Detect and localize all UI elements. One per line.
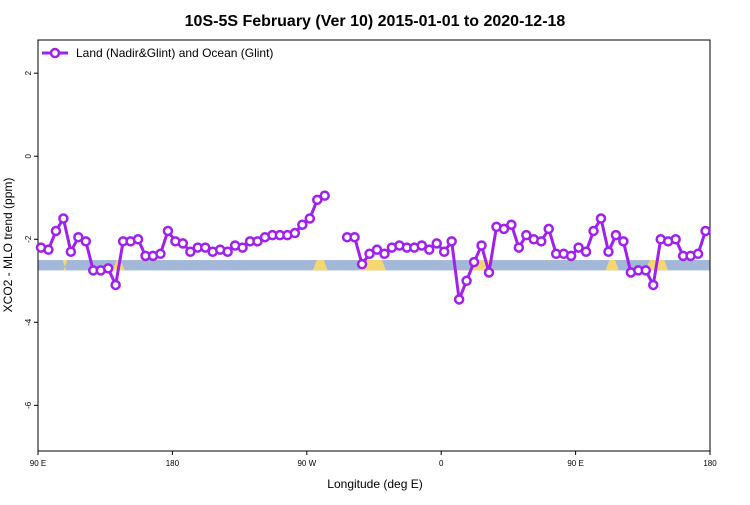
data-point	[610, 229, 622, 241]
x-tick-label: 0	[439, 459, 444, 468]
data-point	[177, 238, 189, 249]
data-point	[513, 242, 525, 253]
x-tick-label: 90 E	[30, 459, 46, 468]
data-point	[416, 240, 428, 251]
y-tick-label: -6	[24, 401, 33, 409]
data-point	[468, 256, 480, 268]
data-point	[453, 294, 465, 305]
data-point	[312, 194, 323, 206]
data-point	[506, 219, 517, 230]
plot-area: 2 0 -2 -4 -6 90 E 180 90 W 0 90 E 180 Land (Nadir&G…	[24, 39, 717, 468]
data-point	[297, 219, 308, 230]
data-point	[573, 242, 584, 253]
data-point	[110, 279, 121, 291]
y-axis-label: XCO2 - MLO trend (ppm)	[1, 178, 15, 313]
data-point	[595, 213, 607, 224]
data-point	[50, 225, 62, 237]
data-point	[498, 223, 510, 235]
land-band-segment	[605, 260, 619, 271]
data-point	[618, 236, 629, 247]
data-point	[356, 258, 368, 270]
data-point	[319, 190, 330, 201]
y-tick-label: -4	[24, 318, 33, 326]
data-point	[640, 265, 652, 276]
chart-title: 10S-5S February (Ver 10) 2015-01-01 to 2…	[185, 13, 566, 30]
data-point	[162, 225, 174, 237]
data-point	[543, 223, 554, 235]
data-point	[446, 236, 457, 247]
legend-marker	[49, 47, 61, 59]
data-point	[349, 231, 360, 243]
data-point	[536, 236, 547, 247]
y-tick-label: 2	[24, 70, 33, 75]
data-point	[58, 213, 69, 224]
data-point	[237, 242, 248, 253]
legend-label: Land (Nadir&Glint) and Ocean (Glint)	[76, 46, 273, 60]
data-point	[200, 242, 211, 253]
data-point	[648, 279, 659, 291]
data-point	[670, 234, 681, 245]
data-point	[700, 225, 711, 237]
data-point	[565, 250, 577, 262]
data-point	[603, 246, 614, 257]
data-point	[304, 213, 316, 224]
x-tick-label: 90 E	[567, 459, 583, 468]
data-point	[185, 246, 196, 257]
data-point	[364, 248, 375, 260]
land-band-segment	[312, 260, 328, 271]
land-band-segment	[62, 260, 68, 271]
data-point	[580, 246, 592, 257]
x-tick-label: 90 W	[297, 459, 316, 468]
data-point	[102, 263, 114, 274]
y-tick-label: -2	[24, 235, 33, 243]
data-point	[588, 225, 599, 237]
x-tick-label: 180	[166, 459, 180, 468]
y-tick-label: 0	[24, 153, 33, 158]
data-point	[80, 236, 92, 247]
data-point	[476, 240, 487, 251]
data-point	[371, 244, 383, 255]
x-axis-label: Longitude (deg E)	[327, 477, 422, 491]
data-point	[43, 244, 54, 255]
data-point	[252, 236, 263, 247]
data-point	[132, 234, 144, 245]
data-point	[461, 275, 472, 287]
data-point	[379, 248, 390, 260]
x-tick-label: 180	[703, 459, 717, 468]
data-point	[222, 246, 233, 257]
data-point	[289, 227, 301, 239]
data-point	[65, 246, 77, 257]
data-point	[521, 229, 532, 241]
data-point	[483, 267, 495, 278]
data-point	[692, 248, 704, 260]
data-point	[424, 244, 435, 255]
data-point	[431, 238, 442, 249]
data-point	[438, 246, 450, 257]
data-point	[73, 231, 84, 243]
data-point	[155, 248, 166, 260]
